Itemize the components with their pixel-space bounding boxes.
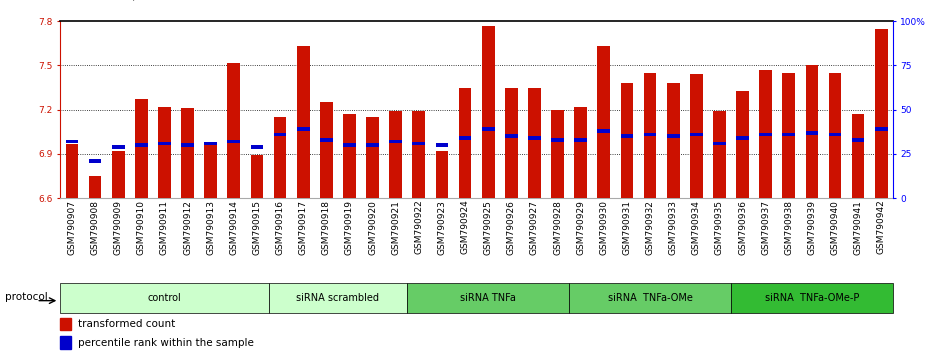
Bar (505, 135, 518, 138)
Bar (181, 108, 194, 198)
Bar (667, 83, 680, 198)
Bar (297, 127, 310, 131)
Bar (158, 142, 171, 145)
Bar (135, 143, 148, 147)
Bar (731, 283, 893, 313)
Bar (158, 107, 171, 198)
Bar (597, 46, 610, 198)
Bar (805, 65, 818, 198)
Bar (413, 111, 425, 198)
Bar (407, 283, 569, 313)
Bar (435, 143, 448, 147)
Text: siRNA  TNFa-OMe-P: siRNA TNFa-OMe-P (764, 293, 859, 303)
Bar (413, 142, 425, 145)
Bar (135, 99, 148, 198)
Text: siRNA scrambled: siRNA scrambled (297, 293, 379, 303)
Bar (320, 102, 333, 198)
Bar (60, 283, 269, 313)
Bar (505, 87, 518, 198)
Bar (551, 110, 564, 198)
Bar (528, 87, 540, 198)
Bar (875, 127, 887, 131)
Bar (713, 111, 725, 198)
Bar (575, 107, 587, 198)
Bar (829, 133, 842, 136)
Text: siRNA TNFa: siRNA TNFa (460, 293, 516, 303)
Bar (829, 73, 842, 198)
Bar (250, 155, 263, 198)
Bar (366, 117, 379, 198)
Bar (66, 144, 78, 198)
Bar (713, 142, 725, 145)
Bar (390, 111, 402, 198)
Bar (343, 143, 356, 147)
Bar (250, 145, 263, 149)
Bar (852, 114, 865, 198)
Bar (875, 29, 887, 198)
Bar (782, 133, 795, 136)
Bar (269, 283, 407, 313)
Text: protocol: protocol (5, 292, 47, 302)
Bar (60, 336, 71, 349)
Bar (343, 114, 356, 198)
Bar (667, 135, 680, 138)
Bar (737, 136, 749, 140)
Bar (112, 145, 125, 149)
Bar (297, 46, 310, 198)
Bar (181, 143, 194, 147)
Bar (528, 136, 540, 140)
Bar (690, 133, 703, 136)
Bar (273, 117, 286, 198)
Bar (205, 142, 217, 145)
Bar (112, 151, 125, 198)
Bar (482, 25, 495, 198)
Bar (551, 138, 564, 142)
Bar (644, 133, 657, 136)
Bar (66, 140, 78, 143)
Bar (88, 176, 101, 198)
Bar (620, 83, 633, 198)
Bar (390, 140, 402, 143)
Bar (320, 138, 333, 142)
Bar (759, 70, 772, 198)
Bar (782, 73, 795, 198)
Bar (690, 74, 703, 198)
Bar (458, 87, 472, 198)
Text: transformed count: transformed count (78, 319, 176, 329)
Bar (737, 91, 749, 198)
Bar (435, 151, 448, 198)
Text: siRNA  TNFa-OMe: siRNA TNFa-OMe (607, 293, 693, 303)
Bar (273, 133, 286, 136)
Bar (759, 133, 772, 136)
Bar (569, 283, 731, 313)
Bar (458, 136, 472, 140)
Bar (88, 159, 101, 163)
Text: control: control (148, 293, 181, 303)
Bar (205, 144, 217, 198)
Bar (366, 143, 379, 147)
Bar (597, 129, 610, 133)
Bar (482, 127, 495, 131)
Text: GDS4371 / 10548314: GDS4371 / 10548314 (70, 0, 205, 2)
Bar (228, 63, 240, 198)
Bar (644, 73, 657, 198)
Bar (60, 318, 71, 330)
Bar (805, 131, 818, 135)
Bar (620, 135, 633, 138)
Bar (852, 138, 865, 142)
Bar (575, 138, 587, 142)
Text: percentile rank within the sample: percentile rank within the sample (78, 338, 254, 348)
Bar (228, 140, 240, 143)
